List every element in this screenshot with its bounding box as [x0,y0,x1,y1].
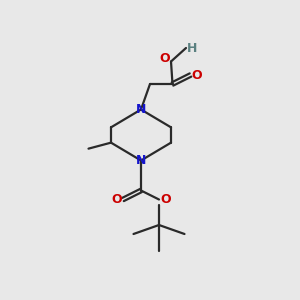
Text: O: O [111,193,122,206]
Text: N: N [136,103,146,116]
Text: O: O [160,193,171,206]
Text: H: H [187,41,197,55]
Text: O: O [192,68,203,82]
Text: N: N [136,154,146,167]
Text: O: O [159,52,170,65]
